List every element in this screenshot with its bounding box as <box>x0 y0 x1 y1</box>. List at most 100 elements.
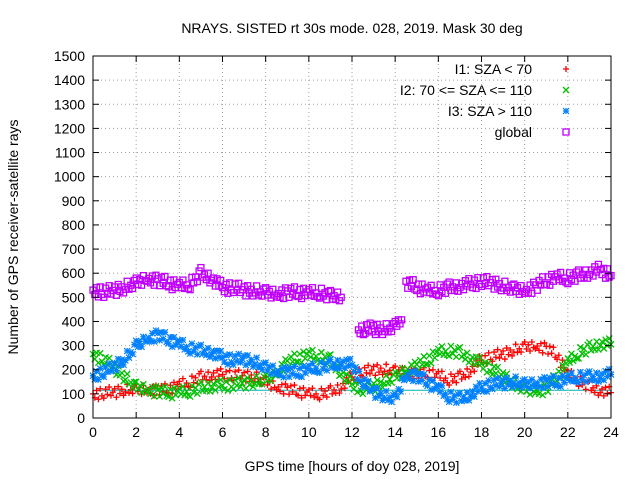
data-point <box>580 371 588 379</box>
data-point <box>111 385 118 392</box>
data-point <box>226 376 234 384</box>
data-point <box>451 373 458 380</box>
data-point <box>476 379 484 387</box>
data-point <box>328 364 336 372</box>
data-point <box>148 329 156 337</box>
data-point <box>307 392 314 399</box>
data-point <box>159 390 167 398</box>
data-point <box>445 352 453 360</box>
data-point <box>321 361 329 368</box>
x-tick-label: 0 <box>89 424 97 440</box>
data-point <box>442 375 449 382</box>
data-point <box>116 361 124 369</box>
data-point <box>436 388 444 396</box>
data-point <box>479 387 487 395</box>
data-point <box>130 341 138 349</box>
data-point <box>571 374 579 382</box>
data-point <box>392 363 399 370</box>
data-point <box>337 293 345 301</box>
data-point <box>494 363 502 371</box>
data-point <box>559 372 566 380</box>
data-point <box>238 379 246 387</box>
data-point <box>539 349 546 356</box>
y-tick-label: 800 <box>62 217 86 233</box>
data-point <box>346 373 354 381</box>
data-point <box>114 355 122 363</box>
data-point <box>496 383 503 391</box>
data-point <box>274 367 282 375</box>
data-point <box>95 396 102 403</box>
data-point <box>156 336 163 344</box>
data-point <box>363 369 370 376</box>
data-point <box>507 347 514 354</box>
data-point <box>424 382 431 390</box>
data-point <box>313 390 320 397</box>
data-point <box>478 384 485 392</box>
data-point <box>338 386 345 393</box>
data-point <box>307 353 315 361</box>
x-tick-label: 6 <box>219 424 227 440</box>
data-point <box>498 351 505 358</box>
data-point <box>253 354 261 362</box>
data-point <box>100 373 108 381</box>
data-point <box>557 383 565 391</box>
data-point <box>258 380 266 388</box>
data-point <box>416 370 424 378</box>
data-point <box>451 392 458 400</box>
data-point <box>566 377 574 385</box>
data-point <box>383 361 390 368</box>
data-point <box>341 364 349 372</box>
data-point <box>251 360 259 368</box>
y-tick-label: 300 <box>62 338 86 354</box>
data-point <box>591 376 599 384</box>
data-point <box>597 389 604 396</box>
data-point <box>558 361 566 369</box>
data-point <box>429 377 437 385</box>
data-point <box>204 379 212 387</box>
series-2 <box>89 327 615 407</box>
data-point <box>326 355 334 363</box>
data-point <box>128 284 137 293</box>
data-point <box>445 398 453 406</box>
data-point <box>605 365 613 373</box>
data-point <box>463 349 471 357</box>
data-point <box>300 362 307 370</box>
data-point <box>582 350 590 358</box>
x-tick-label: 10 <box>301 424 317 440</box>
x-axis-label: GPS time [hours of doy 028, 2019] <box>245 458 460 474</box>
data-point <box>159 335 167 343</box>
data-point <box>336 390 343 397</box>
data-point <box>355 367 363 375</box>
data-point <box>303 365 311 372</box>
data-point <box>316 369 324 377</box>
data-point <box>226 367 233 374</box>
data-point <box>377 365 384 372</box>
data-point <box>109 389 116 396</box>
data-point <box>409 377 417 385</box>
data-point <box>256 361 264 369</box>
data-point <box>122 388 129 395</box>
data-point <box>167 382 174 389</box>
data-point <box>93 387 100 394</box>
data-point <box>186 350 194 358</box>
data-point <box>472 383 480 391</box>
data-point <box>471 368 478 375</box>
data-point <box>386 367 393 374</box>
data-point <box>134 343 142 351</box>
data-point <box>337 361 345 369</box>
data-point <box>523 346 530 353</box>
data-point <box>157 328 165 336</box>
data-point <box>380 394 388 402</box>
data-point <box>217 365 224 372</box>
data-point <box>184 284 192 293</box>
data-point <box>278 364 286 372</box>
data-point <box>407 368 415 376</box>
data-point <box>332 364 340 372</box>
data-point <box>505 381 512 389</box>
data-point <box>188 340 196 348</box>
data-point <box>214 367 221 374</box>
data-point <box>494 346 501 353</box>
data-point <box>492 354 499 361</box>
data-point <box>527 348 534 355</box>
data-point <box>130 378 138 386</box>
